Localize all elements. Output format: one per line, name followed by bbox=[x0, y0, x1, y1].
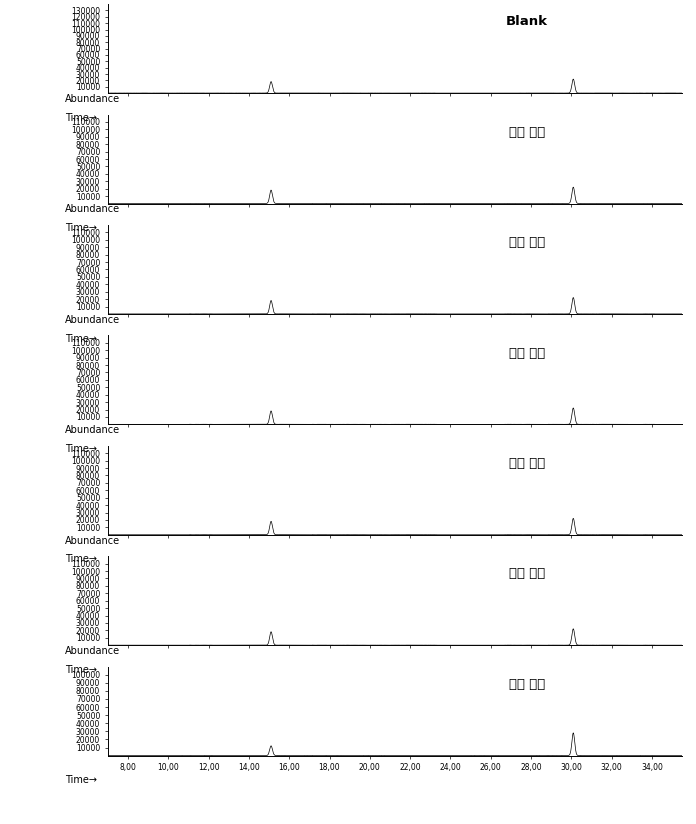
Text: 덕남 정수: 덕남 정수 bbox=[509, 568, 545, 580]
Text: 용연 정수: 용연 정수 bbox=[509, 678, 545, 691]
Text: Abundance: Abundance bbox=[65, 425, 120, 435]
Text: Time→: Time→ bbox=[65, 223, 97, 233]
Text: Blank: Blank bbox=[506, 16, 548, 28]
Text: 각화 정수: 각화 정수 bbox=[509, 457, 545, 470]
Text: Abundance: Abundance bbox=[65, 204, 120, 214]
Text: Abundance: Abundance bbox=[65, 94, 120, 104]
Text: Time→: Time→ bbox=[65, 665, 97, 675]
Text: Time→: Time→ bbox=[65, 113, 97, 123]
Text: 덕남 원수: 덕남 원수 bbox=[509, 236, 545, 249]
Text: Abundance: Abundance bbox=[65, 536, 120, 545]
Text: Time→: Time→ bbox=[65, 444, 97, 454]
Text: Abundance: Abundance bbox=[65, 646, 120, 656]
Text: Time→: Time→ bbox=[65, 775, 97, 785]
Text: 각화 원수: 각화 원수 bbox=[509, 126, 545, 138]
Text: Time→: Time→ bbox=[65, 334, 97, 344]
Text: Time→: Time→ bbox=[65, 555, 97, 564]
Text: 용연 원수: 용연 원수 bbox=[509, 347, 545, 359]
Text: Abundance: Abundance bbox=[65, 315, 120, 325]
